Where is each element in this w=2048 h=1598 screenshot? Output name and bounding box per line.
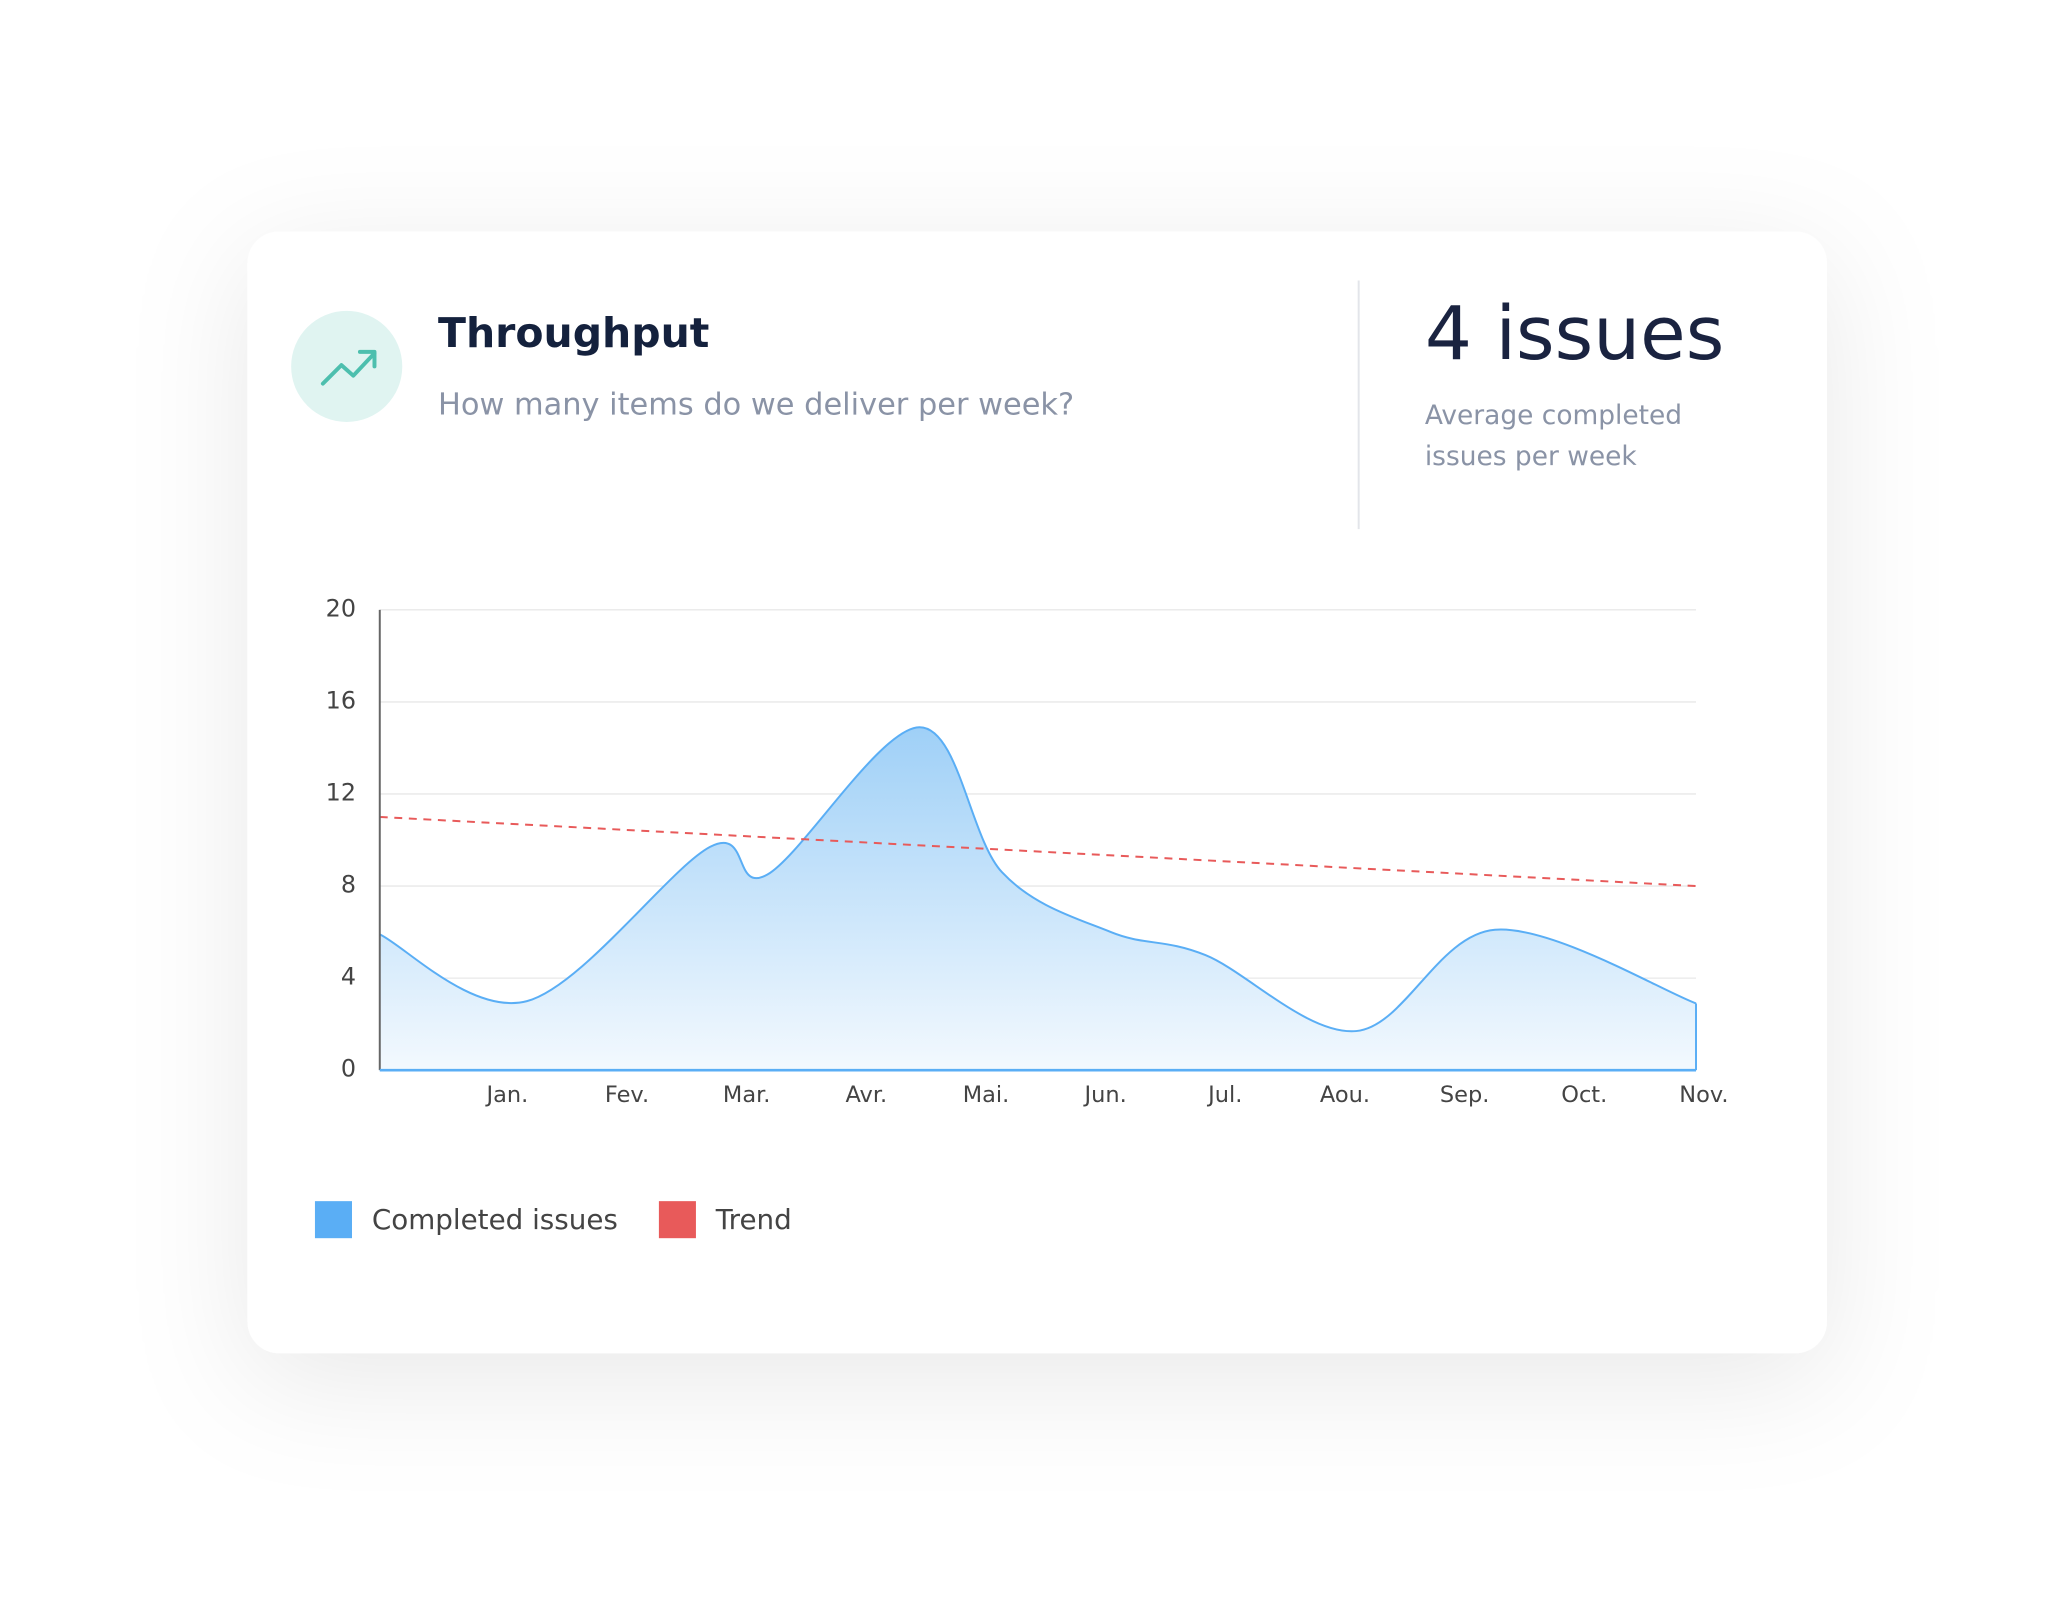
legend-label: Trend	[715, 1203, 792, 1236]
y-tick-label: 4	[341, 963, 356, 991]
line	[379, 726, 1697, 1033]
trend-icon	[320, 349, 377, 386]
x-tick-label: Aou.	[1320, 1082, 1370, 1108]
x-tick-label: Jan.	[484, 1082, 528, 1108]
legend-swatch	[658, 1201, 696, 1239]
stat-label: issues per week	[1425, 441, 1638, 472]
x-tick-label: Mai.	[963, 1082, 1010, 1108]
x-tick-label: Fev.	[605, 1082, 649, 1108]
y-tick-label: 8	[341, 871, 356, 899]
y-tick-label: 12	[326, 778, 356, 806]
x-tick-label: Jul.	[1206, 1082, 1242, 1108]
y-tick-label: 16	[326, 686, 356, 714]
title: Throughput	[438, 309, 709, 357]
x-tick-label: Nov.	[1679, 1082, 1728, 1108]
x-tick-label: Sep.	[1440, 1082, 1490, 1108]
y-tick-label: 20	[326, 594, 356, 622]
line	[379, 815, 1697, 888]
area	[379, 727, 1697, 1071]
stat-value: 4 issues	[1425, 291, 1725, 377]
x-tick-label: Oct.	[1561, 1082, 1607, 1108]
icon-bg	[291, 310, 403, 422]
subtitle: How many items do we deliver per week?	[438, 388, 1074, 423]
y-tick-label: 0	[341, 1055, 356, 1083]
x-tick-label: Jun.	[1083, 1082, 1127, 1108]
legend-label: Completed issues	[372, 1203, 618, 1236]
stat-label: Average completed	[1425, 400, 1682, 431]
x-tick-label: Avr.	[846, 1082, 888, 1108]
legend-swatch	[314, 1201, 352, 1239]
card	[247, 231, 1827, 1354]
x-tick-label: Mar.	[723, 1082, 770, 1108]
